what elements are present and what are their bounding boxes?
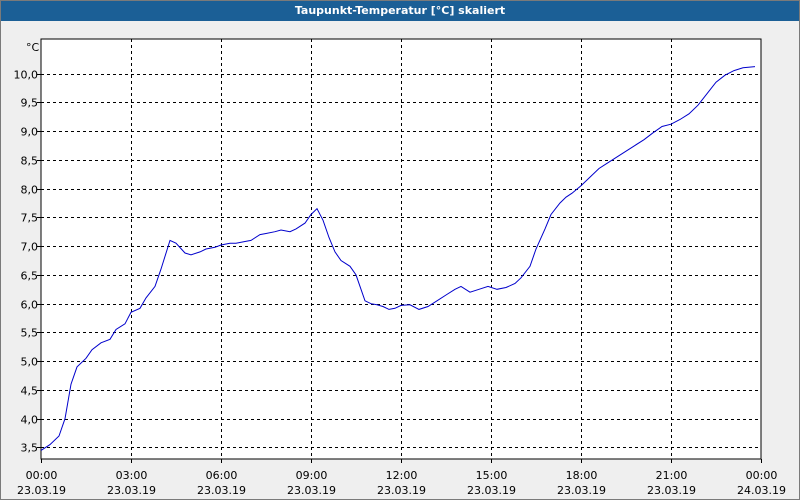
y-tick-label: 8,0 xyxy=(21,184,39,197)
x-tick-date-label: 23.03.19 xyxy=(557,484,606,497)
x-tick-date-label: 23.03.19 xyxy=(197,484,246,497)
y-tick-label: 5,5 xyxy=(21,327,39,340)
x-tick-date-label: 23.03.19 xyxy=(107,484,156,497)
x-tick-date-label: 23.03.19 xyxy=(17,484,66,497)
x-tick-date-label: 23.03.19 xyxy=(377,484,426,497)
y-tick-label: 6,0 xyxy=(21,299,39,312)
y-tick-label: 7,5 xyxy=(21,212,39,225)
x-tick-time-label: 00:00 xyxy=(746,469,778,482)
y-axis-unit-label: °C xyxy=(26,41,40,54)
y-tick-label: 9,5 xyxy=(21,97,39,110)
y-tick-label: 3,5 xyxy=(21,442,39,455)
y-tick-label: 5,0 xyxy=(21,356,39,369)
y-tick-label: 4,5 xyxy=(21,385,39,398)
x-tick-time-label: 15:00 xyxy=(476,469,508,482)
x-axis-ticks: 00:00 23.03.19 03:00 23.03.19 06:00 23.03.19 0… xyxy=(17,459,786,497)
window-title: Taupunkt-Temperatur [°C] skaliert xyxy=(1,1,799,21)
series-line xyxy=(40,66,756,451)
y-tick-label: 9,0 xyxy=(21,126,39,139)
y-tick-label: 6,5 xyxy=(21,270,39,283)
x-tick-time-label: 09:00 xyxy=(296,469,328,482)
x-tick-time-label: 12:00 xyxy=(386,469,418,482)
x-tick-date-label: 23.03.19 xyxy=(287,484,336,497)
x-tick-date-label: 23.03.19 xyxy=(467,484,516,497)
x-tick-date-label: 24.03.19 xyxy=(737,484,786,497)
y-tick-label: 7,0 xyxy=(21,241,39,254)
x-tick-date-label: 23.03.19 xyxy=(647,484,696,497)
x-tick-time-label: 06:00 xyxy=(206,469,238,482)
y-tick-label: 4,0 xyxy=(21,414,39,427)
y-axis-ticks: 3,5 4,0 4,5 5,0 5,5 6,0 6,5 7,0 7,5 8,0 8,5 9,0 9,5 1… xyxy=(14,69,41,455)
x-tick-time-label: 18:00 xyxy=(566,469,598,482)
grid-lines xyxy=(41,39,761,459)
x-tick-time-label: 21:00 xyxy=(656,469,688,482)
x-tick-time-label: 00:00 xyxy=(26,469,58,482)
y-tick-label: 10,0 xyxy=(14,69,39,82)
x-tick-time-label: 03:00 xyxy=(116,469,148,482)
y-tick-label: 8,5 xyxy=(21,155,39,168)
